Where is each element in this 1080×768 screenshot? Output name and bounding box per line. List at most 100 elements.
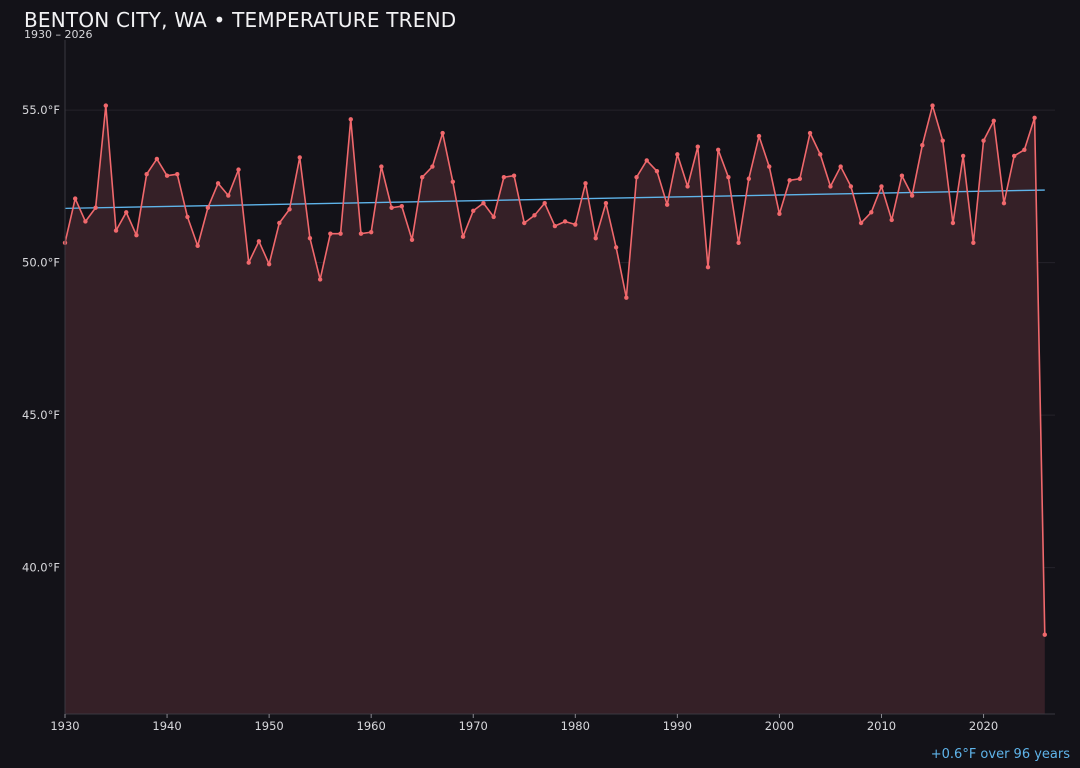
data-point-1939 [154, 156, 160, 162]
x-tick-label: 1930 [50, 719, 79, 733]
series-area [65, 105, 1045, 714]
data-point-1983 [603, 200, 609, 206]
data-point-1951 [277, 220, 282, 226]
data-point-2004 [818, 152, 823, 157]
data-point-2019 [971, 240, 976, 246]
x-axis-ticks: 1930 1940 1950 1960 1970 1980 1990 2000 2010 2020 [50, 714, 998, 733]
y-tick-label: 40.0°F [22, 561, 60, 575]
data-point-1946 [226, 193, 231, 198]
data-point-1937 [134, 232, 139, 238]
data-point-1985 [624, 295, 629, 300]
chart-title: BENTON CITY, WA • TEMPERATURE TREND [24, 8, 457, 32]
y-tick-label: 45.0°F [22, 408, 60, 422]
data-point-1943 [195, 243, 200, 249]
data-point-2007 [848, 184, 854, 189]
x-tick-label: 2010 [867, 719, 896, 733]
data-point-2003 [807, 130, 813, 136]
data-point-2006 [838, 164, 843, 169]
data-point-1934 [103, 103, 109, 108]
data-point-1955 [317, 277, 323, 282]
data-point-1953 [297, 155, 302, 160]
data-point-2015 [930, 103, 935, 108]
data-point-1949 [256, 239, 262, 244]
data-point-1987 [644, 158, 649, 163]
data-point-1964 [409, 237, 415, 242]
data-point-2002 [797, 176, 803, 181]
y-tick-label: 55.0°F [22, 103, 60, 117]
x-tick-label: 2000 [765, 719, 794, 733]
x-tick-label: 1950 [254, 719, 283, 733]
data-point-2025 [1032, 115, 1037, 120]
data-point-1971 [481, 200, 486, 206]
y-tick-label: 50.0°F [22, 256, 60, 270]
x-tick-label: 1990 [663, 719, 692, 733]
data-point-2013 [909, 193, 915, 198]
data-point-1988 [654, 168, 660, 174]
data-point-2009 [869, 210, 874, 215]
data-point-2016 [940, 138, 945, 143]
data-point-1938 [144, 171, 149, 177]
data-point-1997 [746, 176, 752, 181]
data-point-1970 [471, 208, 476, 213]
data-point-1957 [338, 231, 343, 236]
data-point-1942 [185, 214, 190, 220]
data-point-1993 [705, 265, 711, 270]
data-point-1931 [73, 196, 78, 201]
data-point-1965 [420, 175, 425, 180]
data-point-1986 [634, 175, 639, 180]
data-point-2008 [858, 220, 864, 226]
data-point-1980 [573, 222, 578, 227]
data-point-1941 [175, 171, 180, 177]
data-point-1961 [379, 164, 384, 169]
data-point-1973 [501, 175, 507, 180]
data-point-1936 [124, 210, 129, 215]
data-point-2005 [828, 184, 833, 189]
data-point-1932 [83, 219, 88, 224]
data-point-2011 [889, 217, 894, 223]
data-point-1963 [399, 204, 404, 209]
data-point-1977 [542, 200, 547, 206]
data-point-1990 [675, 152, 680, 157]
data-point-1979 [562, 219, 568, 224]
temperature-area-fill [65, 105, 1045, 714]
data-point-1994 [716, 147, 721, 152]
data-point-2012 [899, 173, 905, 178]
x-tick-label: 2020 [969, 719, 998, 733]
trend-line [64, 189, 1045, 209]
data-point-1996 [736, 240, 741, 246]
data-point-1974 [511, 173, 517, 178]
data-point-2021 [991, 118, 996, 124]
data-point-2022 [1001, 200, 1007, 206]
data-point-1956 [328, 231, 333, 236]
data-point-1940 [164, 173, 170, 178]
data-point-1935 [113, 228, 119, 233]
data-point-1989 [664, 202, 670, 207]
data-point-1958 [348, 117, 353, 122]
data-point-1945 [215, 181, 221, 186]
chart-subtitle: 1930 – 2026 [24, 28, 93, 41]
data-point-1933 [93, 205, 98, 210]
data-point-1962 [389, 205, 394, 210]
data-point-1960 [368, 229, 374, 235]
data-point-1999 [767, 164, 772, 169]
data-point-1968 [450, 179, 456, 185]
data-point-1976 [532, 213, 537, 218]
data-point-2024 [1022, 147, 1027, 152]
data-point-2000 [777, 211, 782, 217]
data-point-2001 [787, 178, 792, 183]
y-axis-ticks: 40.0°F 45.0°F 50.0°F 55.0°F [22, 103, 60, 574]
data-point-2023 [1011, 153, 1017, 159]
trend-line-group [64, 189, 1045, 209]
x-tick-label: 1970 [459, 719, 488, 733]
data-point-2010 [879, 184, 884, 189]
data-point-1978 [552, 223, 558, 229]
data-point-1972 [491, 214, 496, 220]
data-point-1981 [583, 181, 588, 186]
data-point-2018 [960, 153, 966, 159]
data-point-1950 [266, 261, 272, 267]
data-point-1998 [756, 133, 762, 139]
axes [64, 40, 1055, 715]
data-point-1959 [358, 231, 364, 236]
data-point-1975 [522, 220, 527, 226]
data-point-2026 [1042, 632, 1047, 637]
